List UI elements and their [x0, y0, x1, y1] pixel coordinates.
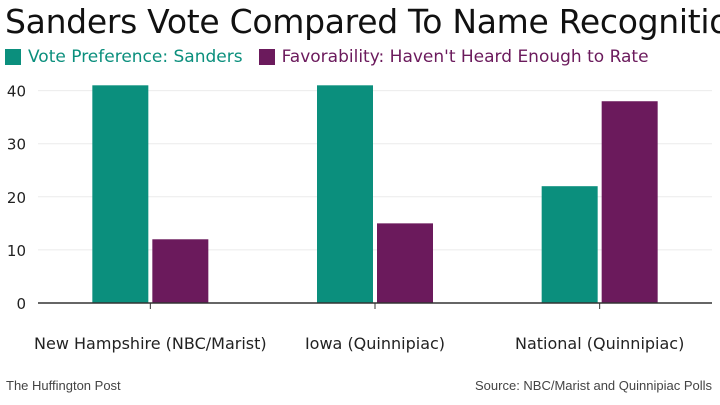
bar-favorability: [601, 101, 658, 303]
legend-swatch-favorability: [258, 49, 275, 65]
y-tick-label: 0: [16, 295, 26, 313]
bar-favorability: [152, 239, 209, 303]
legend-item-vote-preference: Vote Preference: Sanders: [5, 47, 243, 67]
legend-label-vote-preference: Vote Preference: Sanders: [28, 47, 243, 67]
y-tick-label: 30: [7, 136, 26, 154]
footer-source: Source: NBC/Marist and Quinnipiac Polls: [475, 378, 712, 393]
legend-label-favorability: Favorability: Haven't Heard Enough to Ra…: [281, 47, 649, 67]
bar-vote-preference: [541, 186, 598, 303]
legend: Vote Preference: Sanders Favorability: H…: [5, 44, 665, 70]
y-tick-label: 20: [7, 189, 26, 207]
y-tick-label: 40: [7, 83, 26, 101]
legend-item-favorability: Favorability: Haven't Heard Enough to Ra…: [258, 47, 649, 67]
y-tick-label: 10: [7, 242, 26, 260]
footer-publisher: The Huffington Post: [6, 378, 121, 393]
legend-swatch-vote-preference: [5, 49, 21, 65]
x-tick-label: National (Quinnipiac): [515, 334, 684, 353]
x-tick-label: Iowa (Quinnipiac): [305, 334, 445, 353]
bar-vote-preference: [92, 85, 149, 303]
bar-favorability: [377, 223, 433, 303]
chart-title: Sanders Vote Compared To Name Recognitio…: [5, 2, 720, 41]
bar-vote-preference: [317, 85, 373, 303]
x-tick-label: New Hampshire (NBC/Marist): [34, 334, 267, 353]
